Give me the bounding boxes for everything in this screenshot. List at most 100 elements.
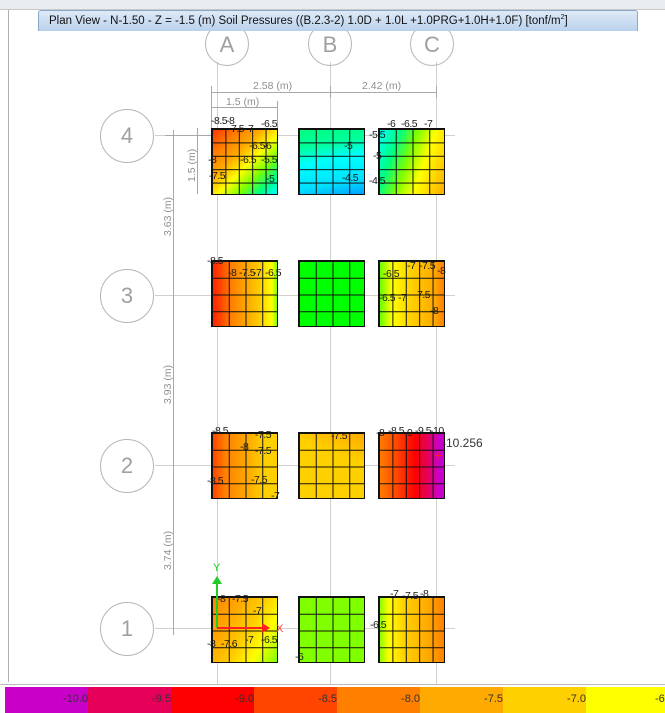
footing-c1[interactable]	[378, 596, 445, 663]
dim-ext	[330, 86, 331, 98]
contour-label: -7	[390, 588, 399, 600]
y-axis-label: Y	[213, 562, 221, 574]
contour-label: -7	[245, 634, 254, 646]
contour-label: -7.5	[419, 260, 436, 272]
contour-label: -6.5	[370, 619, 387, 631]
x-arrowhead-icon	[262, 623, 270, 633]
contour-label: -6.5	[265, 267, 282, 279]
footing-b1[interactable]	[298, 596, 365, 663]
grid-bubble-4[interactable]: 4	[100, 109, 154, 163]
footing-c3[interactable]	[378, 260, 445, 327]
contour-label: -10	[430, 425, 444, 437]
footing-a3[interactable]	[211, 260, 278, 327]
toolbar	[0, 0, 665, 10]
grid-bubble-2[interactable]: 2	[100, 439, 154, 493]
legend-swatch	[254, 687, 337, 713]
max-pressure-label: -10.256	[442, 436, 483, 450]
color-legend: -10.0 -9.5 -9.0 -8.5 -8.0 -7.5 -7.0 -6	[0, 684, 665, 713]
contour-label: -7.5	[255, 445, 272, 457]
contour-label: -7.5	[239, 267, 256, 279]
contour-label: -6	[387, 118, 396, 130]
contour-label: -7	[271, 490, 280, 502]
contour-label: -8.5	[207, 475, 224, 487]
contour-label: -7	[253, 605, 262, 617]
contour-label: -8	[226, 115, 235, 127]
dim-line-footing-depth	[197, 128, 198, 194]
contour-label: -4.5	[369, 175, 386, 187]
contour-label: -7	[424, 118, 433, 130]
contour-label: -8	[208, 154, 217, 166]
contour-label: -7.5	[402, 590, 419, 602]
contour-label: -6.5	[240, 154, 257, 166]
legend-label: -9.0	[235, 693, 254, 705]
legend-label: -6	[655, 693, 665, 705]
legend-label: -7.5	[484, 693, 503, 705]
dim-tick	[165, 135, 215, 136]
legend-label: -10.0	[62, 693, 88, 705]
dim-label-bc: 2.42 (m)	[362, 80, 402, 92]
contour-label: -5.5	[369, 129, 386, 141]
footing-a2[interactable]	[211, 432, 278, 499]
contour-label: -7.5	[228, 123, 245, 135]
dim-label-r4-r3: 3.63 (m)	[162, 196, 174, 236]
dim-ext	[436, 86, 437, 98]
dim-label-r2-r1: 3.74 (m)	[162, 530, 174, 570]
contour-label: -7.5	[331, 430, 348, 442]
footing-b3[interactable]	[298, 260, 365, 327]
contour-label: -8.5	[212, 425, 229, 437]
view-title: Plan View - N-1.50 - Z = -1.5 (m) Soil P…	[49, 14, 561, 27]
grid-line-c	[436, 62, 437, 684]
contour-label: -6.5	[249, 140, 266, 152]
contour-label: -8	[207, 638, 216, 650]
contour-label: -7	[253, 267, 262, 279]
footing-b4[interactable]	[298, 128, 365, 195]
contour-label: -8	[240, 441, 249, 453]
grid-bubble-3[interactable]: 3	[100, 269, 154, 323]
contour-label: -7	[398, 292, 407, 304]
contour-label: -9	[404, 427, 413, 439]
contour-label: -6.5	[383, 268, 400, 280]
legend-swatch	[337, 687, 420, 713]
contour-label: -6.5	[261, 634, 278, 646]
footing-c2[interactable]	[378, 432, 445, 499]
legend-swatch	[420, 687, 503, 713]
footing-b2[interactable]	[298, 432, 365, 499]
window-border	[8, 10, 9, 682]
contour-label: -5	[373, 150, 382, 162]
contour-label: -5.5	[261, 154, 278, 166]
contour-label: -5	[266, 173, 275, 185]
footing-c4[interactable]	[378, 128, 445, 195]
x-axis-icon	[217, 627, 263, 629]
dim-line-footing	[211, 107, 277, 108]
contour-label: -7.5	[414, 289, 431, 301]
x-axis-label: X	[276, 623, 284, 635]
contour-label: -8.5	[211, 115, 228, 127]
contour-label: -7.5	[209, 170, 226, 182]
dim-ext	[277, 101, 278, 129]
footing-a4[interactable]	[211, 128, 278, 195]
contour-label: -8	[228, 267, 237, 279]
contour-label: -6.5	[261, 118, 278, 130]
dim-label-ab: 2.58 (m)	[253, 80, 293, 92]
dim-label-r3-r2: 3.93 (m)	[162, 364, 174, 404]
contour-label: -7.5	[232, 593, 249, 605]
contour-label: -8	[420, 588, 429, 600]
contour-label: -7	[407, 260, 416, 272]
grid-line-b	[330, 62, 331, 684]
legend-label: -7.0	[567, 693, 586, 705]
view-tab[interactable]: Plan View - N-1.50 - Z = -1.5 (m) Soil P…	[38, 10, 638, 31]
grid-bubble-1[interactable]: 1	[100, 602, 154, 656]
y-arrowhead-icon	[212, 576, 222, 584]
contour-label: -8	[437, 265, 446, 277]
contour-label: -9.5	[415, 425, 432, 437]
dim-label-footing-width: 1.5 (m)	[226, 96, 260, 108]
contour-label: -5	[344, 140, 353, 152]
dim-ext	[211, 86, 212, 130]
contour-label: -6	[263, 140, 272, 152]
legend-label: -9.5	[152, 693, 171, 705]
contour-label: -8.5	[207, 255, 224, 267]
dim-label-footing-depth: 1.5 (m)	[186, 148, 198, 182]
max-pressure-marker-icon: +	[434, 447, 443, 463]
contour-label: -6.5	[401, 118, 418, 130]
contour-label: -7.6	[221, 638, 238, 650]
